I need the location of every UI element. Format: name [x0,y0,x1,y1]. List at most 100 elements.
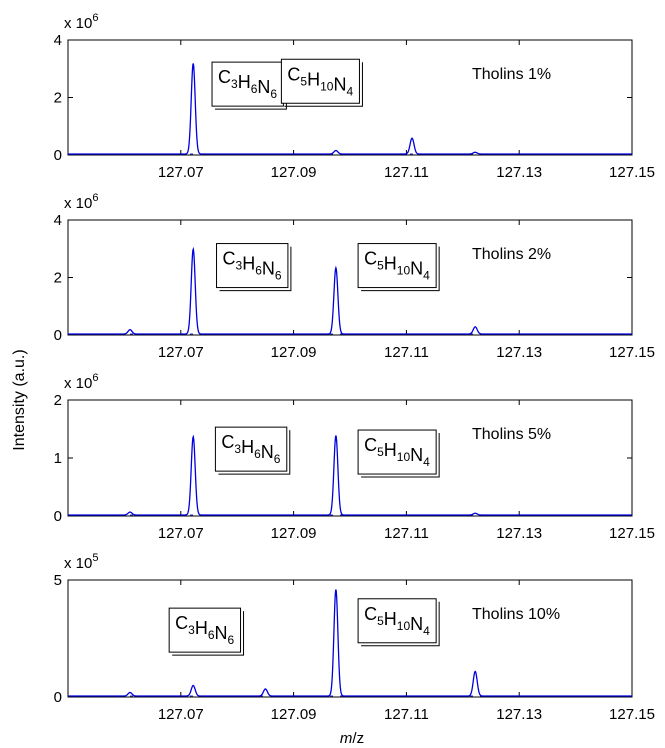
y-tick-label: 1 [54,450,62,467]
formula-subscript: 6 [208,628,215,642]
formula-box-shadow [361,601,440,647]
y-tick-label: 4 [54,212,62,229]
formula-text: C5H10N4 [364,604,430,638]
formula-text: C3H6N6 [223,249,282,283]
formula-label: C3H6N6 [214,426,291,475]
formula-element: H [241,437,254,457]
y-tick-label: 2 [54,270,62,287]
formula-element: H [307,69,320,89]
formula-box-shadow [361,433,440,478]
formula-text: C3H6N6 [221,432,280,466]
y-tick-label: 0 [54,689,62,706]
formula-box-shadow [219,246,292,292]
formula-box [168,607,242,653]
tholins-label: Tholins 1% [472,66,551,83]
y-exponent-base: x 10 [64,15,92,32]
formula-subscript: 4 [346,84,353,98]
formula-label: C5H10N4 [357,598,440,647]
formula-element: N [261,442,274,462]
x-tick-label: 127.15 [609,525,655,542]
y-exponent-label: x 105 [64,552,98,572]
formula-box-shadow [361,246,440,292]
y-exponent-power: 6 [92,192,98,204]
y-tick-label: 2 [54,90,62,107]
x-tick-label: 127.13 [496,164,542,181]
formula-box-shadow [284,62,363,107]
formula-element: H [384,440,397,460]
formula-box [357,429,437,475]
formula-subscript: 3 [236,259,243,273]
panel-axes-box [67,579,633,698]
formula-subscript: 4 [423,624,430,638]
formula-subscript: 5 [300,74,307,88]
formula-element: N [333,74,346,94]
formula-text: C3H6N6 [175,613,234,647]
spectrum-trace [68,63,632,155]
formula-text: C3H6N6 [218,67,277,101]
formula-element: N [410,614,423,634]
formula-element: C [223,249,236,269]
formula-element: C [218,67,231,87]
x-tick-label: 127.07 [158,344,204,361]
y-exponent-base: x 10 [64,555,92,572]
x-tick-label: 127.11 [384,164,429,181]
y-exponent-power: 6 [92,12,98,24]
formula-subscript: 10 [320,79,334,93]
x-axis-label: m/z [340,730,364,747]
formula-box [216,243,289,289]
formula-subscript: 5 [377,445,384,459]
formula-subscript: 10 [397,619,411,633]
formula-box [280,58,360,104]
formula-element: N [410,259,423,279]
y-axis-label: Intensity (a.u.) [11,349,28,450]
formula-element: C [287,64,300,84]
x-tick-label: 127.07 [158,706,204,723]
x-axis-label-rest: /z [352,730,364,747]
formula-subscript: 4 [423,455,430,469]
formula-element: N [262,259,275,279]
x-tick-label: 127.09 [271,706,317,723]
formula-box [357,243,437,289]
formula-subscript: 6 [255,264,262,278]
x-tick-label: 127.11 [384,344,429,361]
formula-label: C3H6N6 [216,243,292,292]
x-tick-label: 127.09 [271,164,317,181]
y-tick-label: 5 [54,572,62,589]
formula-label: C5H10N4 [357,429,440,478]
x-tick-label: 127.13 [496,706,542,723]
formula-element: H [384,254,397,274]
y-tick-label: 0 [54,327,62,344]
formula-subscript: 5 [377,259,384,273]
formula-label: C5H10N4 [357,243,440,292]
y-exponent-base: x 10 [64,195,92,212]
tholins-label: Tholins 10% [472,606,560,623]
formula-subscript: 3 [188,623,195,637]
formula-text: C5H10N4 [364,435,430,469]
x-tick-label: 127.11 [384,706,429,723]
formula-label: C3H6N6 [168,607,245,656]
formula-label: C5H10N4 [280,58,363,107]
formula-subscript: 6 [251,82,258,96]
y-exponent-base: x 10 [64,375,92,392]
formula-element: N [215,623,228,643]
formula-element: N [257,77,270,97]
formula-subscript: 6 [274,452,281,466]
formula-element: N [410,445,423,465]
x-tick-label: 127.13 [496,525,542,542]
x-tick-label: 127.09 [271,525,317,542]
formula-subscript: 6 [270,87,277,101]
formula-subscript: 5 [377,614,384,628]
formula-label: C3H6N6 [211,61,287,110]
formula-element: C [364,604,377,624]
x-tick-label: 127.15 [609,706,655,723]
formula-subscript: 6 [275,269,282,283]
formula-element: H [242,254,255,274]
formula-subscript: 3 [231,77,238,91]
formula-subscript: 6 [228,633,235,647]
formula-subscript: 3 [234,442,241,456]
formula-subscript: 4 [423,269,430,283]
formula-text: C5H10N4 [364,249,430,283]
